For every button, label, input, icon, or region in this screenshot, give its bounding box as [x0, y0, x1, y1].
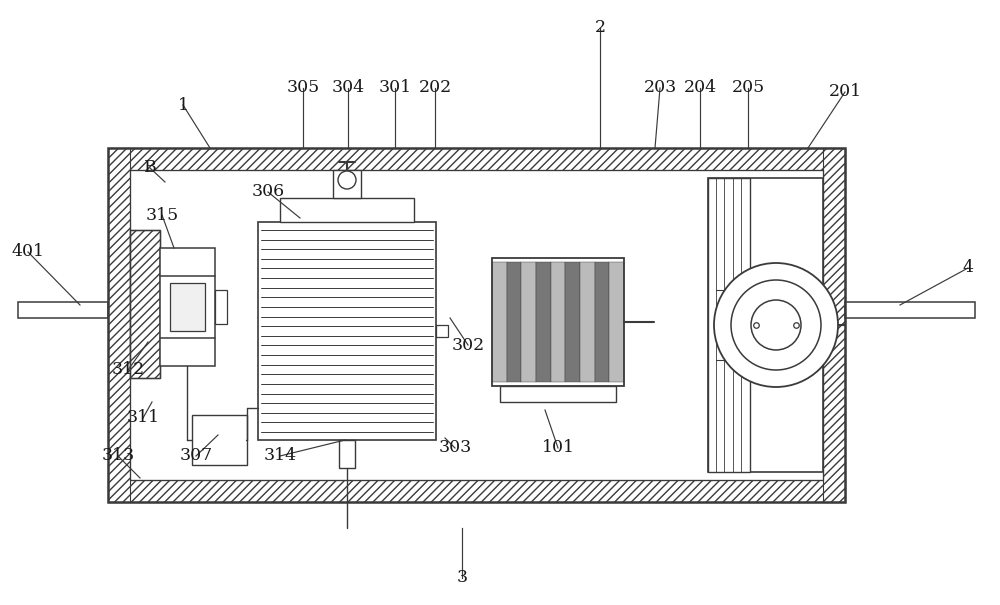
Bar	[565, 262, 580, 382]
Text: 204: 204	[683, 79, 717, 97]
Bar	[580, 262, 595, 382]
Text: 2: 2	[594, 19, 606, 36]
Text: 303: 303	[438, 439, 472, 457]
Text: 312: 312	[111, 362, 145, 379]
Bar	[108, 148, 845, 502]
Text: 314: 314	[263, 448, 297, 465]
Circle shape	[338, 171, 356, 189]
Text: 313: 313	[101, 448, 135, 465]
Bar	[130, 230, 160, 378]
Bar	[521, 262, 536, 382]
Text: 305: 305	[286, 79, 320, 97]
Bar	[507, 262, 521, 382]
Text: 1: 1	[178, 97, 188, 114]
Text: 307: 307	[179, 448, 213, 465]
Text: 203: 203	[643, 79, 677, 97]
Bar	[708, 178, 750, 472]
Bar	[595, 262, 609, 382]
Bar	[845, 302, 975, 318]
Bar	[492, 262, 507, 382]
Text: 302: 302	[451, 336, 485, 353]
Bar	[492, 258, 624, 386]
Bar	[18, 302, 108, 318]
Text: 201: 201	[828, 83, 862, 100]
Bar	[108, 480, 845, 502]
Bar	[708, 178, 823, 472]
Bar	[215, 290, 227, 324]
Bar	[108, 148, 130, 502]
Bar	[160, 248, 215, 366]
Circle shape	[751, 300, 801, 350]
Bar	[823, 148, 845, 502]
Bar	[192, 415, 247, 465]
Text: 401: 401	[12, 243, 44, 261]
Bar	[170, 283, 205, 331]
Bar	[280, 198, 414, 222]
Bar	[258, 222, 436, 440]
Text: 202: 202	[418, 79, 452, 97]
Bar	[130, 230, 160, 378]
Text: 4: 4	[962, 260, 974, 276]
Bar	[609, 262, 624, 382]
Bar	[536, 262, 551, 382]
Text: 101: 101	[542, 439, 574, 457]
Text: 311: 311	[126, 410, 160, 427]
Bar	[108, 148, 845, 170]
Bar	[339, 440, 355, 468]
Text: 304: 304	[331, 79, 365, 97]
Circle shape	[731, 280, 821, 370]
Bar	[551, 262, 565, 382]
Circle shape	[714, 263, 838, 387]
Bar	[500, 386, 616, 402]
Text: 301: 301	[378, 79, 412, 97]
Bar	[333, 170, 361, 198]
Text: B: B	[144, 160, 156, 177]
Text: 3: 3	[456, 569, 468, 586]
Bar	[436, 325, 448, 337]
Text: 205: 205	[731, 79, 765, 97]
Text: 306: 306	[251, 183, 285, 200]
Text: 315: 315	[145, 206, 179, 223]
